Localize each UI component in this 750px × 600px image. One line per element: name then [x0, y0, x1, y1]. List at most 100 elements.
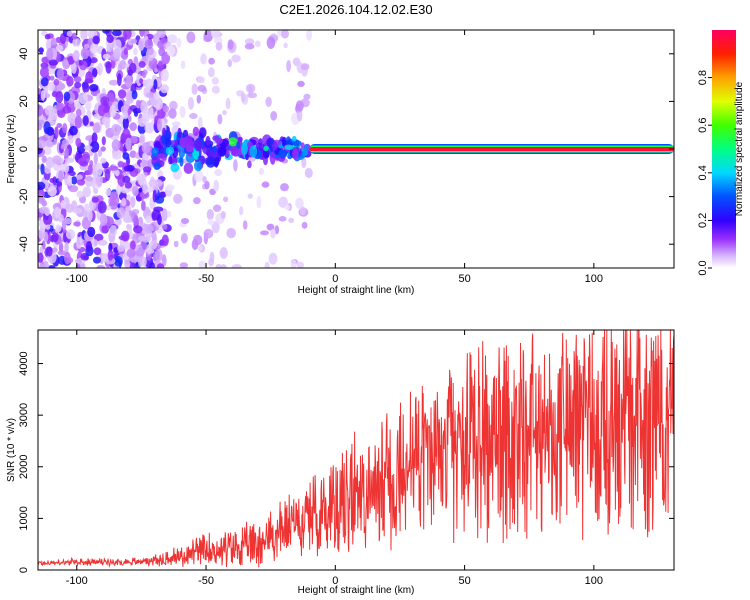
heatmap-cell — [306, 30, 313, 41]
heatmap-cell — [90, 43, 98, 54]
heatmap-cell — [304, 167, 313, 179]
heatmap-cell — [171, 121, 181, 127]
heatmap-cell — [117, 245, 125, 252]
heatmap-cell — [217, 114, 223, 125]
snr-y-tick-label: 4000 — [18, 351, 30, 375]
snr-y-tick-label: 0 — [18, 567, 30, 573]
heatmap-cell — [161, 208, 168, 222]
heatmap-plot-area — [38, 30, 674, 268]
colorbar-tick-label: 0.8 — [697, 70, 709, 85]
heatmap-cell — [209, 251, 215, 263]
heatmap-cell — [123, 48, 128, 56]
heatmap-cell — [116, 207, 126, 219]
heatmap-cell — [212, 204, 222, 212]
heatmap-cell — [205, 156, 216, 168]
heatmap-cell — [123, 214, 132, 223]
heatmap-cell — [162, 127, 166, 136]
heatmap-cell — [92, 68, 98, 78]
heatmap-cell — [207, 218, 215, 226]
heatmap-cell — [107, 249, 114, 261]
snr-x-tick-label: 0 — [332, 575, 338, 587]
heatmap-cell — [109, 225, 117, 237]
heatmap-cell — [202, 176, 207, 183]
heatmap-cell — [123, 165, 133, 172]
heatmap-cell — [193, 138, 203, 152]
heatmap-cell — [249, 145, 258, 158]
heatmap-cell — [187, 97, 195, 110]
heatmap-cell — [154, 97, 163, 111]
heatmap-cell — [118, 235, 128, 241]
heatmap-cell — [144, 78, 154, 90]
heatmap-cell — [272, 141, 278, 151]
snr-plot-area — [38, 330, 674, 568]
heatmap-cell — [117, 89, 127, 99]
heatmap-cell — [108, 165, 119, 171]
heatmap-cell — [288, 217, 295, 223]
heatmap-cell — [75, 108, 82, 117]
heatmap-cell — [143, 166, 152, 173]
heatmap-cell — [79, 160, 89, 167]
heatmap-cell — [56, 181, 63, 187]
heatmap-cell — [53, 78, 60, 86]
heatmap-cell — [126, 194, 131, 201]
signal-line-core — [309, 147, 674, 151]
colorbar-axis: 0.0 0.2 0.4 0.6 0.8 — [697, 70, 712, 276]
heatmap-cell — [55, 224, 62, 233]
heatmap-cell — [89, 84, 99, 92]
heatmap-cell — [43, 121, 51, 135]
colorbar-tick-label: 0.6 — [697, 118, 709, 133]
heatmap-cell — [64, 173, 69, 186]
heatmap-cell — [231, 264, 242, 268]
heatmap-x-axis-label: Height of straight line (km) — [298, 285, 415, 296]
heatmap-cell — [197, 245, 203, 252]
heatmap-cell — [76, 178, 86, 186]
heatmap-cell — [160, 68, 169, 82]
heatmap-cell — [241, 143, 248, 156]
heatmap-cell — [278, 149, 288, 159]
heatmap-cell — [180, 218, 190, 224]
heatmap-axes: -100 -50 0 50 100 -40 -20 0 20 40 — [18, 30, 674, 285]
heatmap-cell — [58, 241, 64, 254]
heatmap-cell — [96, 175, 103, 187]
heatmap-cell — [100, 96, 110, 107]
heatmap-cell — [39, 264, 46, 268]
heatmap-cell — [168, 108, 177, 119]
heatmap-cell — [45, 156, 55, 169]
snr-y-tick-label: 2000 — [18, 455, 30, 479]
heatmap-cell — [93, 256, 101, 264]
heatmap-cell — [284, 144, 294, 150]
heatmap-cell — [139, 78, 144, 84]
heatmap-cell — [205, 135, 211, 147]
heatmap-cell — [213, 179, 219, 192]
heatmap-cell — [62, 123, 68, 134]
heatmap-cell — [280, 183, 289, 192]
heatmap-cell — [62, 105, 72, 114]
figure-title: C2E1.2026.104.12.02.E30 — [279, 2, 432, 17]
heatmap-cell — [125, 223, 132, 230]
heatmap-cell — [48, 59, 59, 66]
heatmap-cell — [141, 236, 151, 243]
heatmap-cell — [254, 40, 261, 47]
heatmap-cell — [89, 140, 100, 153]
heatmap-cell — [144, 39, 154, 50]
heatmap-cell — [206, 209, 214, 221]
heatmap-cell — [72, 32, 77, 40]
heatmap-cell — [101, 253, 109, 259]
heatmap-cell — [38, 139, 47, 150]
heatmap-cell — [124, 181, 132, 189]
heatmap-cell — [197, 84, 207, 92]
colorbar-label: Normalized spectral amplitude — [734, 81, 745, 216]
heatmap-cell — [60, 200, 66, 209]
heatmap-cell — [160, 37, 168, 44]
heatmap-cell — [82, 82, 90, 94]
heatmap-cell — [72, 37, 78, 47]
heatmap-region-diffuse-noise — [38, 30, 172, 268]
heatmap-cell — [85, 176, 94, 182]
heatmap-cell — [40, 163, 45, 175]
heatmap-cell — [102, 30, 110, 34]
heatmap-cell — [116, 184, 122, 196]
heatmap-cell — [247, 160, 252, 169]
heatmap-cell — [97, 104, 106, 117]
heatmap-cell — [197, 76, 205, 84]
heatmap-cell — [38, 104, 44, 117]
